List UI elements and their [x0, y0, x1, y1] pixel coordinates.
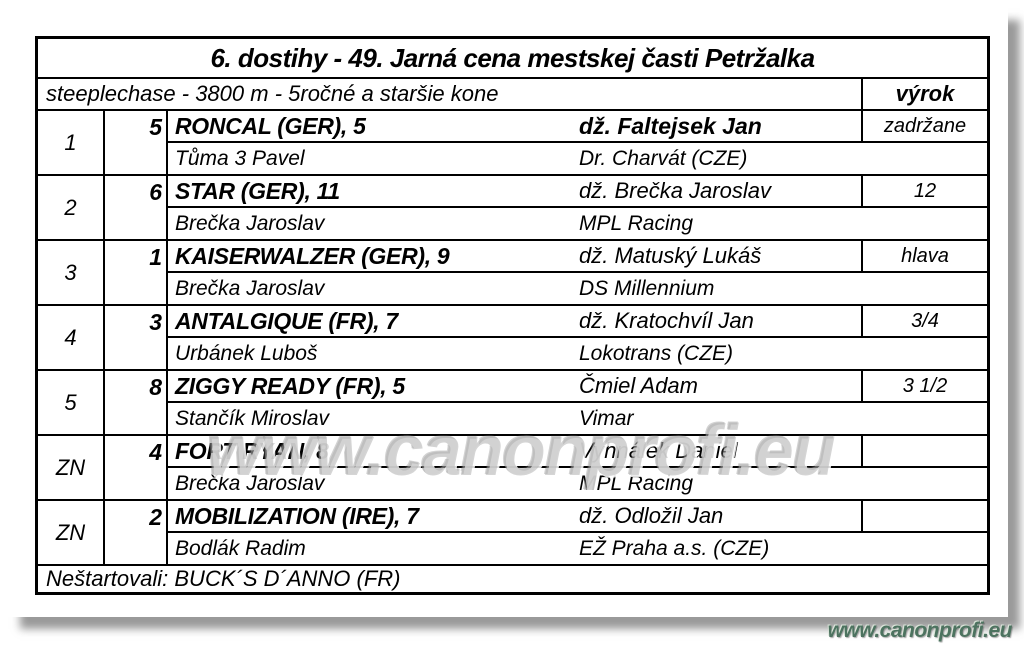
- start-number: 6: [105, 176, 168, 239]
- result-row-2: 2 6 STAR (GER), 11 dž. Brečka Jaroslav 1…: [38, 174, 987, 239]
- verdict-value: [861, 501, 987, 533]
- race-conditions-row: steeplechase - 3800 m - 5ročné a staršie…: [38, 79, 987, 109]
- trainer-name: Brečka Jaroslav: [175, 471, 325, 495]
- horse-name: MOBILIZATION (IRE), 7: [168, 501, 570, 533]
- jockey-name: dž. Odložil Jan: [570, 501, 861, 533]
- owner-name: MPL Racing: [579, 211, 694, 235]
- verdict-value: zadržane: [861, 111, 987, 143]
- owner-name: Dr. Charvát (CZE): [579, 146, 748, 170]
- jockey-name: dž. Matuský Lukáš: [570, 241, 861, 273]
- race-title: 6. dostihy - 49. Jarná cena mestskej čas…: [38, 39, 987, 79]
- trainer-name: Tůma 3 Pavel: [175, 146, 305, 170]
- finish-position: 1: [38, 111, 105, 174]
- verdict-value: hlava: [861, 241, 987, 273]
- trainer-name: Brečka Jaroslav: [175, 276, 325, 300]
- jockey-name: Čmiel Adam: [570, 371, 861, 403]
- horse-name: STAR (GER), 11: [168, 176, 570, 208]
- jockey-name: Vyhnálek Daniel: [570, 436, 861, 468]
- finish-position: 3: [38, 241, 105, 304]
- jockey-name: dž. Faltejsek Jan: [570, 111, 861, 143]
- start-number: 5: [105, 111, 168, 174]
- horse-name: ANTALGIQUE (FR), 7: [168, 306, 570, 338]
- finish-position: ZN: [38, 501, 105, 564]
- horse-name: KAISERWALZER (GER), 9: [168, 241, 570, 273]
- verdict-column-header: výrok: [861, 79, 987, 109]
- start-number: 4: [105, 436, 168, 499]
- scanned-page: 6. dostihy - 49. Jarná cena mestskej čas…: [35, 36, 990, 595]
- result-row-4: 4 3 ANTALGIQUE (FR), 7 dž. Kratochvíl Ja…: [38, 304, 987, 369]
- finish-position: 2: [38, 176, 105, 239]
- race-results-table: 6. dostihy - 49. Jarná cena mestskej čas…: [35, 36, 990, 595]
- owner-name: MPL Racing: [579, 471, 694, 495]
- trainer-name: Stančík Miroslav: [175, 406, 330, 430]
- horse-name: ZIGGY READY (FR), 5: [168, 371, 570, 403]
- result-row-6: ZN 4 FORT RYAN, 8 Vyhnálek Daniel Brečka…: [38, 434, 987, 499]
- non-starters-note: Neštartovali: BUCK´S D´ANNO (FR): [38, 564, 987, 592]
- result-row-3: 3 1 KAISERWALZER (GER), 9 dž. Matuský Lu…: [38, 239, 987, 304]
- start-number: 2: [105, 501, 168, 564]
- trainer-name: Urbánek Luboš: [175, 341, 318, 365]
- result-row-5: 5 8 ZIGGY READY (FR), 5 Čmiel Adam 3 1/2…: [38, 369, 987, 434]
- horse-name: FORT RYAN, 8: [168, 436, 570, 468]
- owner-name: Lokotrans (CZE): [579, 341, 734, 365]
- jockey-name: dž. Kratochvíl Jan: [570, 306, 861, 338]
- horse-name: RONCAL (GER), 5: [168, 111, 570, 143]
- owner-name: DS Millennium: [579, 276, 715, 300]
- finish-position: 4: [38, 306, 105, 369]
- result-row-1: 1 5 RONCAL (GER), 5 dž. Faltejsek Jan za…: [38, 109, 987, 174]
- owner-name: Vimar: [579, 406, 634, 430]
- jockey-name: dž. Brečka Jaroslav: [570, 176, 861, 208]
- canonprofi-site-logo: www.canonprofi.eu: [827, 619, 1013, 642]
- finish-position: 5: [38, 371, 105, 434]
- finish-position: ZN: [38, 436, 105, 499]
- owner-name: EŽ Praha a.s. (CZE): [579, 536, 770, 560]
- trainer-name: Bodlák Radim: [175, 536, 306, 560]
- verdict-value: 3/4: [861, 306, 987, 338]
- trainer-name: Brečka Jaroslav: [175, 211, 325, 235]
- verdict-value: 12: [861, 176, 987, 208]
- result-row-7: ZN 2 MOBILIZATION (IRE), 7 dž. Odložil J…: [38, 499, 987, 564]
- verdict-value: 3 1/2: [861, 371, 987, 403]
- start-number: 1: [105, 241, 168, 304]
- verdict-value: [861, 436, 987, 468]
- start-number: 3: [105, 306, 168, 369]
- race-conditions: steeplechase - 3800 m - 5ročné a staršie…: [46, 81, 499, 106]
- start-number: 8: [105, 371, 168, 434]
